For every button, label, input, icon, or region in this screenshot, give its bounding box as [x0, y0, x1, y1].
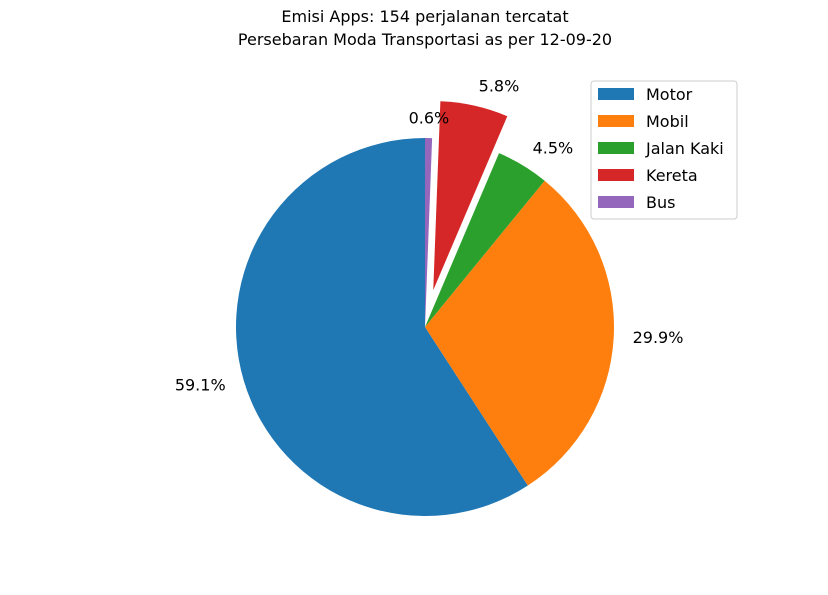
legend-swatch-bus — [598, 196, 634, 208]
legend: Motor Mobil Jalan Kaki Kereta Bus — [590, 80, 738, 220]
pie-slice-mobil — [425, 180, 614, 486]
pie-slices — [236, 101, 614, 516]
pie-label-mobil: 29.9% — [633, 328, 684, 347]
legend-swatch-kereta — [598, 169, 634, 181]
legend-swatch-jalan-kaki — [598, 142, 634, 154]
pie-labels: 59.1% 29.9% 4.5% 5.8% 0.6% — [175, 77, 684, 395]
legend-swatch-motor — [598, 88, 634, 100]
pie-label-motor: 59.1% — [175, 375, 226, 394]
legend-label-kereta: Kereta — [646, 166, 698, 185]
legend-label-jalan-kaki: Jalan Kaki — [645, 139, 724, 158]
legend-label-motor: Motor — [646, 85, 693, 104]
pie-slice-motor — [236, 138, 528, 516]
chart-title-line1: Emisi Apps: 154 perjalanan tercatat — [281, 7, 568, 26]
pie-label-jalan-kaki: 4.5% — [533, 139, 574, 158]
pie-label-bus: 0.6% — [409, 109, 450, 128]
legend-label-bus: Bus — [646, 193, 675, 212]
pie-slice-jalan-kaki — [425, 153, 545, 327]
pie-slice-bus — [425, 138, 433, 327]
pie-label-kereta: 5.8% — [479, 77, 520, 96]
legend-label-mobil: Mobil — [646, 112, 689, 131]
legend-swatch-mobil — [598, 115, 634, 127]
chart-title-line2: Persebaran Moda Transportasi as per 12-0… — [238, 30, 612, 49]
pie-slice-kereta — [433, 101, 508, 291]
